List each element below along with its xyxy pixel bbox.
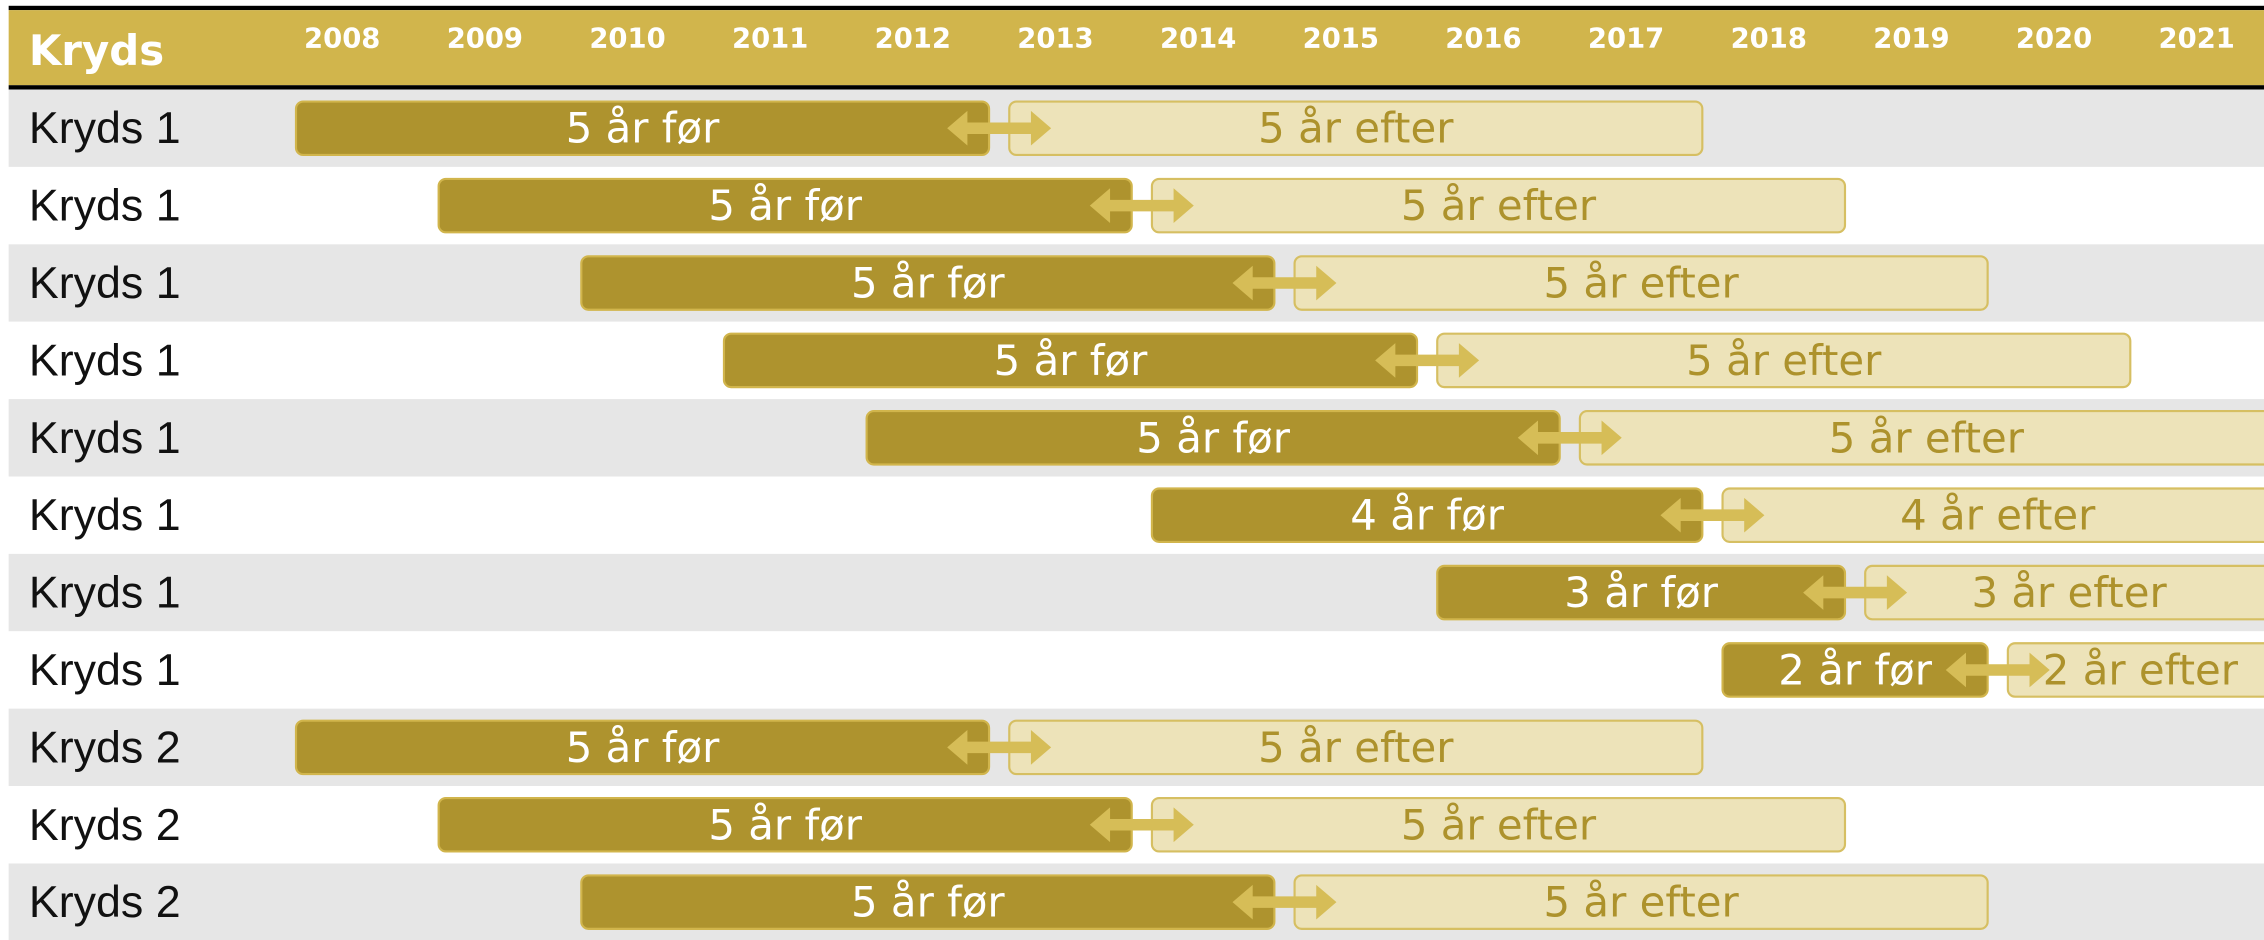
year-label: 2021	[2159, 24, 2235, 55]
header-bar	[8, 10, 2264, 86]
before-text: 5 år før	[566, 104, 720, 153]
top-border	[8, 5, 2264, 11]
year-label: 2020	[2016, 24, 2092, 55]
after-text: 5 år efter	[1686, 336, 1882, 385]
double-arrow	[1803, 575, 1908, 610]
row-label: Kryds 1	[29, 490, 181, 540]
year-label: 2017	[1588, 24, 1664, 55]
double-arrow	[1660, 497, 1765, 533]
year-label: 2019	[1873, 24, 1949, 55]
double-arrow	[1375, 343, 1480, 378]
double-arrow	[1232, 265, 1337, 301]
year-label: 2016	[1445, 24, 1521, 55]
double-arrow	[1517, 420, 1622, 456]
after-text: 4 år efter	[1900, 491, 2096, 540]
year-label: 2014	[1160, 24, 1236, 55]
double-arrow	[1089, 807, 1194, 843]
after-text: 5 år efter	[1401, 181, 1597, 230]
row-label: Kryds 2	[29, 877, 181, 927]
after-text: 5 år efter	[1258, 104, 1454, 153]
double-arrow	[947, 110, 1052, 146]
row-label: Kryds 2	[29, 722, 181, 772]
year-label: 2011	[732, 24, 808, 55]
row-label: Kryds 1	[29, 181, 181, 231]
before-text: 5 år før	[994, 336, 1148, 385]
after-text: 5 år efter	[1401, 800, 1597, 849]
before-text: 5 år før	[708, 800, 862, 849]
header-title: Kryds	[29, 26, 164, 75]
year-label: 2015	[1303, 24, 1379, 55]
row-label: Kryds 1	[29, 103, 181, 153]
before-text: 5 år før	[851, 878, 1005, 927]
year-label: 2008	[304, 24, 380, 55]
row-label: Kryds 2	[29, 800, 181, 850]
row-label: Kryds 1	[29, 258, 181, 308]
after-text: 5 år efter	[1258, 723, 1454, 772]
double-arrow	[947, 730, 1052, 765]
year-label: 2010	[589, 24, 665, 55]
before-text: 2 år før	[1778, 645, 1932, 694]
before-text: 5 år før	[1136, 413, 1290, 462]
row-label: Kryds 1	[29, 413, 181, 463]
before-text: 5 år før	[708, 181, 862, 230]
year-label: 2012	[875, 24, 951, 55]
row-label: Kryds 1	[29, 335, 181, 385]
before-text: 3 år før	[1564, 568, 1718, 617]
row-label: Kryds 1	[29, 645, 181, 695]
year-label: 2013	[1017, 24, 1093, 55]
year-label: 2018	[1731, 24, 1807, 55]
before-text: 5 år før	[851, 259, 1005, 308]
double-arrow	[1232, 884, 1337, 920]
after-text: 5 år efter	[1829, 413, 2025, 462]
after-text: 2 år efter	[2043, 645, 2239, 694]
before-text: 5 år før	[566, 723, 720, 772]
year-label: 2009	[447, 24, 523, 55]
before-text: 4 år før	[1350, 491, 1504, 540]
after-text: 5 år efter	[1543, 259, 1739, 308]
header-border	[8, 85, 2264, 90]
after-text: 5 år efter	[1543, 878, 1739, 927]
after-text: 3 år efter	[1971, 568, 2167, 617]
row-label: Kryds 1	[29, 568, 181, 618]
double-arrow	[1945, 652, 2050, 688]
double-arrow	[1089, 188, 1194, 223]
